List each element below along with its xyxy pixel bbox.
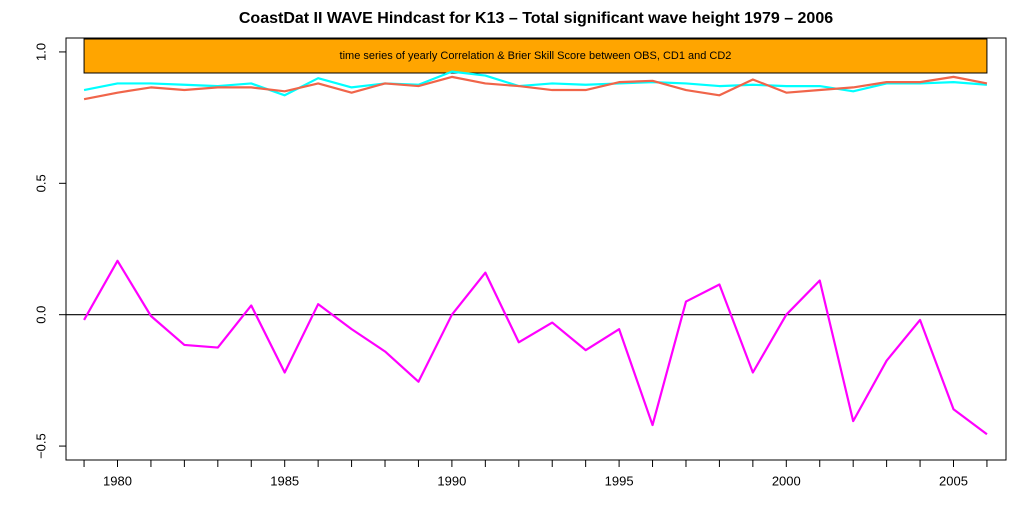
chart-title: CoastDat II WAVE Hindcast for K13 – Tota… <box>239 10 833 27</box>
x-tick-label: 2000 <box>772 473 801 488</box>
series-line <box>83 75 988 101</box>
x-tick-label: 1980 <box>103 473 132 488</box>
series-line <box>83 70 988 97</box>
series-line <box>83 259 988 436</box>
x-tick-label: 2005 <box>939 473 968 488</box>
x-tick-label: 1990 <box>437 473 466 488</box>
x-tick-label: 1985 <box>270 473 299 488</box>
y-tick-label: 0.5 <box>33 174 48 192</box>
annotation-box <box>83 38 988 74</box>
annotation: time series of yearly Correlation & Brie… <box>340 50 732 62</box>
y-tick-label: 0.0 <box>33 306 48 324</box>
plot-box <box>65 37 1007 461</box>
x-tick-label: 1995 <box>605 473 634 488</box>
y-tick-label: 1.0 <box>33 43 48 61</box>
y-tick-label: −0.5 <box>33 433 48 459</box>
